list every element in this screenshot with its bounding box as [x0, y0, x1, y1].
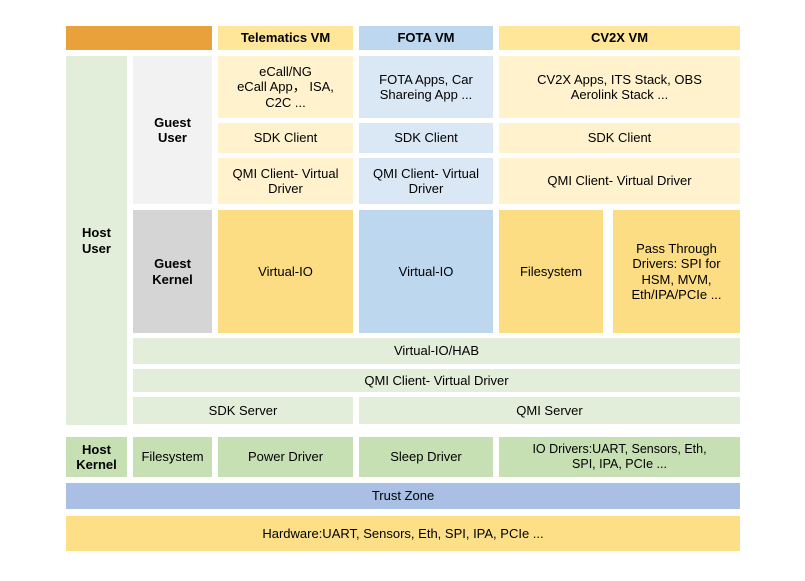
- fota-qmi-client-block: QMI Client- Virtual Driver: [359, 158, 493, 204]
- fota-sdk-client-block: SDK Client: [359, 123, 493, 153]
- virtual-io-hab-block: Virtual-IO/HAB: [133, 338, 740, 364]
- header-fota-vm: FOTA VM: [359, 26, 493, 50]
- label-guest-user: Guest User: [133, 56, 212, 204]
- trust-zone-block: Trust Zone: [66, 483, 740, 509]
- power-driver-block: Power Driver: [218, 437, 353, 477]
- cv2x-pass-through-drivers-block: Pass Through Drivers: SPI for HSM, MVM, …: [613, 210, 740, 333]
- hardware-block: Hardware:UART, Sensors, Eth, SPI, IPA, P…: [66, 516, 740, 551]
- telematics-sdk-client-block: SDK Client: [218, 123, 353, 153]
- label-guest-kernel: Guest Kernel: [133, 210, 212, 333]
- fota-virtual-io-block: Virtual-IO: [359, 210, 493, 333]
- host-filesystem-block: Filesystem: [133, 437, 212, 477]
- telematics-virtual-io-block: Virtual-IO: [218, 210, 353, 333]
- cv2x-qmi-client-block: QMI Client- Virtual Driver: [499, 158, 740, 204]
- sleep-driver-block: Sleep Driver: [359, 437, 493, 477]
- label-host-kernel: Host Kernel: [66, 437, 127, 477]
- header-telematics-vm: Telematics VM: [218, 26, 353, 50]
- corner-block: [66, 26, 212, 50]
- cv2x-sdk-client-block: SDK Client: [499, 123, 740, 153]
- io-drivers-block: IO Drivers:UART, Sensors, Eth, SPI, IPA,…: [499, 437, 740, 477]
- qmi-server-block: QMI Server: [359, 397, 740, 424]
- header-cv2x-vm: CV2X VM: [499, 26, 740, 50]
- host-qmi-client-block: QMI Client- Virtual Driver: [133, 369, 740, 392]
- cv2x-filesystem-block: Filesystem: [499, 210, 603, 333]
- cv2x-apps-block: CV2X Apps, ITS Stack, OBS Aerolink Stack…: [499, 56, 740, 118]
- telematics-apps-block: eCall/NG eCall App， ISA, C2C ...: [218, 56, 353, 118]
- label-host-user: Host User: [66, 56, 127, 425]
- telematics-qmi-client-block: QMI Client- Virtual Driver: [218, 158, 353, 204]
- sdk-server-block: SDK Server: [133, 397, 353, 424]
- fota-apps-block: FOTA Apps, Car Shareing App ...: [359, 56, 493, 118]
